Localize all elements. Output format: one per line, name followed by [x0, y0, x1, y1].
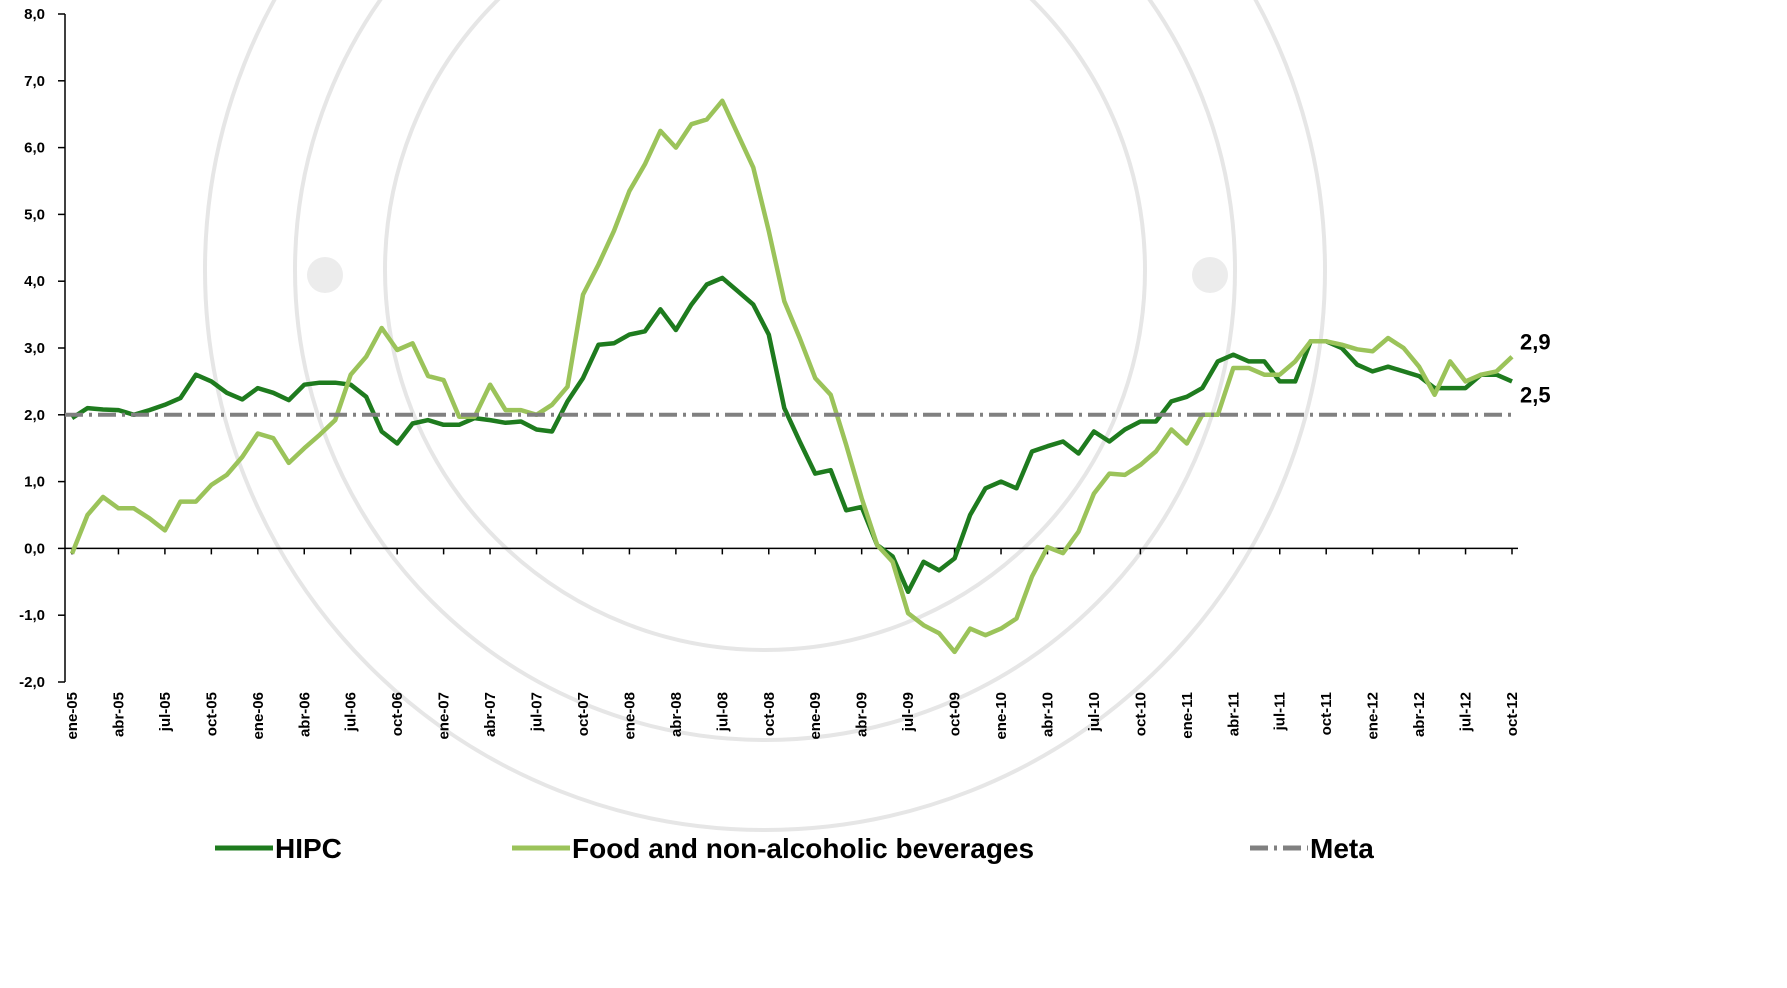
watermark-ring	[295, 0, 1235, 740]
x-tick-label: abr-05	[110, 692, 127, 737]
watermark-dot	[1192, 257, 1228, 293]
x-tick-label: ene-05	[64, 692, 81, 740]
x-tick-label: oct-07	[575, 692, 592, 736]
y-tick-label: 3,0	[24, 340, 45, 357]
x-tick-label: abr-09	[854, 692, 871, 737]
legend-label: Food and non-alcoholic beverages	[572, 833, 1034, 864]
x-tick-label: ene-12	[1365, 692, 1382, 740]
x-tick-label: ene-06	[250, 692, 267, 740]
y-tick-label: -2,0	[19, 674, 45, 691]
y-tick-label: 4,0	[24, 273, 45, 290]
y-tick-label: 1,0	[24, 474, 45, 491]
y-tick-label: 7,0	[24, 73, 45, 90]
y-tick-label: 6,0	[24, 140, 45, 157]
x-tick-label: jul-08	[714, 692, 731, 732]
x-tick-label: ene-11	[1179, 692, 1196, 739]
x-tick-label: abr-12	[1411, 692, 1428, 737]
x-tick-label: oct-12	[1504, 692, 1521, 736]
y-tick-label: 0,0	[24, 540, 45, 557]
x-tick-label: abr-11	[1225, 692, 1242, 736]
x-tick-label: abr-07	[482, 692, 499, 737]
x-tick-label: oct-06	[389, 692, 406, 736]
x-tick-label: jul-07	[529, 692, 546, 732]
x-tick-label: jul-11	[1272, 692, 1289, 731]
x-tick-label: abr-06	[296, 692, 313, 737]
x-tick-label: abr-10	[1039, 692, 1056, 737]
chart: -2,0 -1,0 0,0 1,0 2,0 3,0 4,0 5,0 6,0 7,0 8,0 ene-0…	[0, 0, 1787, 983]
x-tick-label: jul-05	[157, 692, 174, 732]
watermark-dot	[307, 257, 343, 293]
legend-label: Meta	[1310, 833, 1374, 864]
y-tick-label: 8,0	[24, 6, 45, 23]
y-tick-label: 5,0	[24, 206, 45, 223]
legend-label: HIPC	[275, 833, 342, 864]
x-tick-label: jul-06	[343, 692, 360, 732]
x-tick-label: oct-10	[1132, 692, 1149, 736]
y-tick-label: 2,0	[24, 407, 45, 424]
y-tick-label: -1,0	[19, 607, 45, 624]
x-tick-label: oct-05	[203, 692, 220, 736]
x-tick-label: ene-09	[807, 692, 824, 740]
x-tick-label: jul-10	[1086, 692, 1103, 732]
x-tick-label: abr-08	[668, 692, 685, 737]
x-tick-label: oct-09	[947, 692, 964, 736]
x-tick-label: oct-08	[761, 692, 778, 736]
x-tick-label: oct-11	[1318, 692, 1335, 735]
end-label: 2,9	[1520, 330, 1551, 355]
x-tick-label: jul-12	[1458, 692, 1475, 732]
x-tick-label: jul-09	[900, 692, 917, 732]
x-tick-label: ene-08	[621, 692, 638, 740]
x-tick-label: ene-07	[436, 692, 453, 740]
x-tick-label: ene-10	[993, 692, 1010, 740]
end-label: 2,5	[1520, 382, 1551, 407]
